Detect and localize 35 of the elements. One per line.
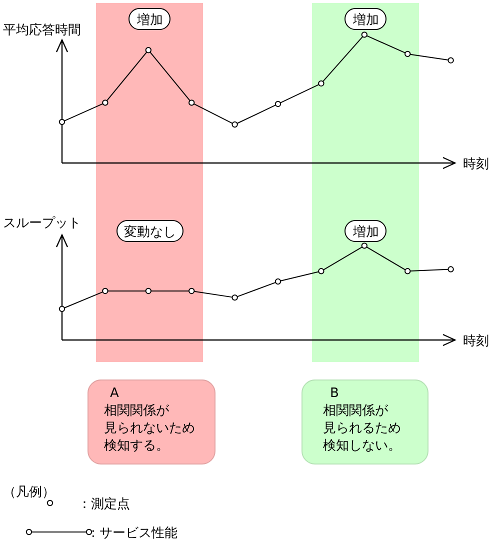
point: [448, 57, 454, 64]
point: [318, 80, 324, 87]
x-axis-title: 時刻: [463, 334, 489, 349]
point: [188, 288, 195, 294]
text: B: [330, 386, 339, 401]
point: [274, 278, 282, 285]
point: [361, 32, 368, 38]
point: [448, 266, 454, 272]
text: 増加: [136, 12, 163, 28]
text: A: [110, 386, 119, 401]
point: [58, 306, 66, 312]
y-axis-title: スループット: [3, 216, 81, 231]
text: 相関関係が見られないため検知する。: [104, 404, 195, 454]
point: [404, 268, 411, 274]
text: : サービス性能: [91, 526, 178, 541]
point: [188, 100, 195, 106]
point: [232, 294, 238, 301]
point: [404, 50, 411, 58]
point: [318, 268, 324, 274]
point: [145, 46, 152, 54]
point: [361, 242, 368, 249]
text: ：測定点: [78, 497, 130, 512]
y-axis-title: 平均応答時間: [3, 22, 81, 38]
text: 増加: [352, 12, 379, 28]
text: 相関関係が見られるため検知しない。: [323, 404, 401, 454]
text: 変動なし: [124, 224, 176, 240]
point: [145, 288, 152, 294]
point: [232, 121, 238, 128]
text: 増加: [352, 224, 379, 240]
point: [102, 100, 108, 106]
x-axis-title: 時刻: [463, 157, 489, 172]
text: （凡例）: [3, 485, 55, 500]
point: [58, 118, 66, 126]
point: [102, 288, 108, 294]
point: [274, 100, 282, 108]
